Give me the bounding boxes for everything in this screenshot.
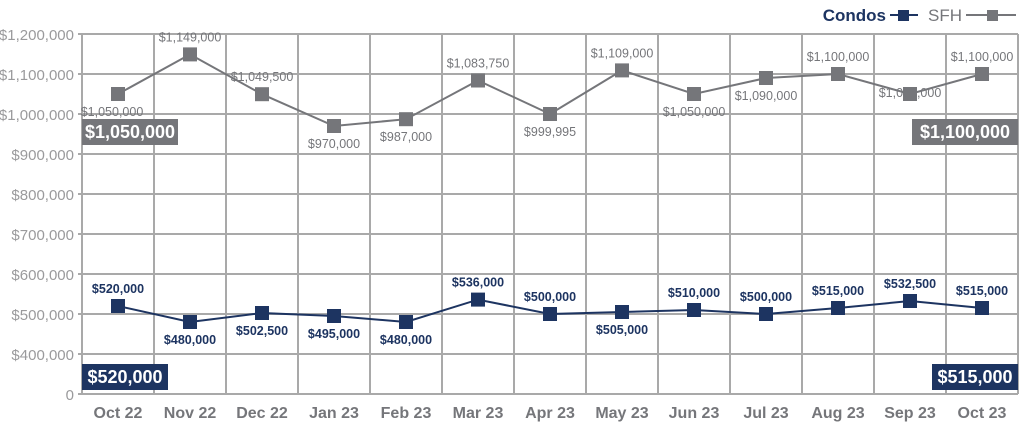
legend: Condos SFH xyxy=(823,6,1016,25)
x-tick-label: Oct 22 xyxy=(94,405,143,422)
x-tick-label: Sep 23 xyxy=(884,405,936,422)
x-tick-label: Jan 23 xyxy=(309,405,359,422)
data-label: $515,000 xyxy=(812,284,864,298)
end-callout: $515,000 xyxy=(932,364,1018,390)
data-point-marker xyxy=(111,87,125,101)
data-point-marker xyxy=(327,119,341,133)
data-label: $1,100,000 xyxy=(807,50,870,64)
callout-text: $520,000 xyxy=(87,367,162,387)
series-sfh: $1,050,000 $1,149,000 $1,049,500 $970,000 $9… xyxy=(81,30,1018,151)
x-tick-label: Apr 23 xyxy=(525,405,575,422)
y-tick-label: $1,000,000 xyxy=(0,107,74,124)
callout-box xyxy=(932,364,1018,390)
x-tick-label: Oct 23 xyxy=(958,405,1007,422)
data-point-marker xyxy=(399,315,413,329)
data-label: $1,109,000 xyxy=(591,46,654,60)
data-label: $1,050,000 xyxy=(81,105,144,119)
data-label: $1,090,000 xyxy=(735,89,798,103)
data-label: $970,000 xyxy=(308,137,360,151)
y-tick-label: 0 xyxy=(66,387,74,404)
data-label: $500,000 xyxy=(524,290,576,304)
callout-text: $515,000 xyxy=(937,367,1012,387)
data-point-marker xyxy=(831,301,845,315)
data-point-marker xyxy=(399,112,413,127)
start-callout: $1,050,000 xyxy=(82,119,178,145)
data-point-marker xyxy=(759,71,773,85)
data-label: $1,083,750 xyxy=(447,57,510,71)
data-label: $1,149,000 xyxy=(159,30,222,44)
y-tick-label: $800,000 xyxy=(11,187,74,204)
data-label: $505,000 xyxy=(596,323,648,337)
y-tick-label: $900,000 xyxy=(11,147,74,164)
data-label: $510,000 xyxy=(668,286,720,300)
series-layer: $520,000 $480,000 $502,500 $495,000 $480,000… xyxy=(81,30,1018,390)
x-tick-label: Jul 23 xyxy=(743,405,788,422)
data-label: $480,000 xyxy=(380,333,432,347)
x-tick-label: Feb 23 xyxy=(381,405,432,422)
data-label: $987,000 xyxy=(380,130,432,144)
data-point-marker xyxy=(471,73,485,88)
end-callout: $1,100,000 xyxy=(912,119,1018,145)
x-tick-label: Dec 22 xyxy=(236,405,288,422)
callout-box xyxy=(82,364,168,390)
data-label: $515,000 xyxy=(956,284,1008,298)
data-label: $500,000 xyxy=(740,290,792,304)
legend-label-sfh: SFH xyxy=(928,6,962,25)
data-point-marker xyxy=(327,309,341,323)
y-tick-label: $500,000 xyxy=(11,307,74,324)
data-point-marker xyxy=(255,306,269,320)
data-label: $1,050,000 xyxy=(879,86,942,100)
callout-box xyxy=(912,119,1018,145)
legend-label-condos: Condos xyxy=(823,6,886,25)
legend-marker-sfh xyxy=(987,10,998,21)
series-condos: $520,000 $480,000 $502,500 $495,000 $480,000… xyxy=(82,276,1018,390)
data-label: $999,995 xyxy=(524,125,576,139)
x-tick-label: Mar 23 xyxy=(453,405,504,422)
grid xyxy=(78,33,1019,395)
data-point-marker xyxy=(759,307,773,321)
data-point-marker xyxy=(615,63,629,78)
data-point-marker xyxy=(687,303,701,317)
data-point-marker xyxy=(183,315,197,329)
y-tick-label: $600,000 xyxy=(11,267,74,284)
x-tick-label: Aug 23 xyxy=(811,405,864,422)
data-point-marker xyxy=(183,47,197,62)
data-label: $1,049,500 xyxy=(231,70,294,84)
data-label: $532,500 xyxy=(884,277,936,291)
callout-text: $1,050,000 xyxy=(85,122,175,142)
data-point-marker xyxy=(255,87,269,102)
start-callout: $520,000 xyxy=(82,364,168,390)
data-label: $520,000 xyxy=(92,282,144,296)
data-point-marker xyxy=(831,67,845,81)
data-label: $495,000 xyxy=(308,327,360,341)
data-label: $480,000 xyxy=(164,333,216,347)
data-point-marker xyxy=(903,294,917,308)
y-tick-label: $700,000 xyxy=(11,227,74,244)
data-label: $502,500 xyxy=(236,324,288,338)
data-point-marker xyxy=(687,87,701,101)
data-label: $1,100,000 xyxy=(951,50,1014,64)
x-tick-label: Jun 23 xyxy=(669,405,720,422)
data-label: $1,050,000 xyxy=(663,105,726,119)
data-label: $536,000 xyxy=(452,276,504,290)
legend-marker-condos xyxy=(898,10,909,21)
data-point-marker xyxy=(975,301,989,315)
x-tick-label: Nov 22 xyxy=(164,405,217,422)
y-tick-label: $1,100,000 xyxy=(0,67,74,84)
y-tick-label: $1,200,000 xyxy=(0,27,74,44)
x-axis: Oct 22 Nov 22 Dec 22 Jan 23 Feb 23 Mar 23 Apr … xyxy=(94,405,1007,422)
x-tick-label: May 23 xyxy=(595,405,648,422)
data-point-marker xyxy=(903,87,917,101)
y-axis: 0 $400,000 $500,000 $600,000 $700,000 $800,00… xyxy=(0,27,74,404)
y-tick-label: $400,000 xyxy=(11,347,74,364)
data-point-marker xyxy=(975,67,989,81)
data-point-marker xyxy=(111,299,125,313)
data-point-marker xyxy=(543,307,557,321)
data-point-marker xyxy=(543,107,557,122)
callout-text: $1,100,000 xyxy=(920,122,1010,142)
callout-box xyxy=(82,119,178,145)
data-point-marker xyxy=(471,292,485,307)
data-point-marker xyxy=(615,305,629,319)
